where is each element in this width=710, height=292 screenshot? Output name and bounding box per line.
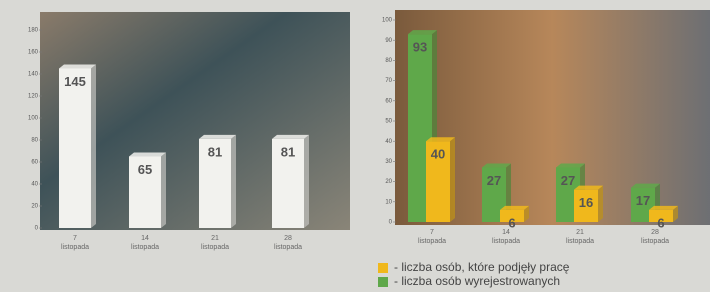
y-tick-label: 40 — [385, 139, 392, 145]
y-tick-label: 60 — [385, 98, 392, 104]
y-tick-label: 100 — [28, 116, 39, 122]
y-tick-label: 140 — [28, 72, 39, 78]
y-tick-label: 160 — [28, 50, 39, 56]
value-label: 81 — [281, 144, 295, 159]
bar-side — [231, 135, 236, 228]
bar-side — [304, 135, 309, 228]
legend-label: - liczba osób, które podjęły pracę — [394, 260, 570, 274]
value-label: 145 — [64, 74, 86, 89]
legend-swatch — [378, 263, 388, 273]
bar-top — [199, 135, 236, 139]
legend-label: - liczba osób wyrejestrowanych — [394, 274, 560, 288]
y-tick-label: 40 — [31, 182, 38, 188]
y-tick-label: 20 — [385, 179, 392, 185]
y-tick-label: 100 — [382, 18, 393, 24]
y-tick-label: 80 — [385, 58, 392, 64]
bar-top — [408, 30, 437, 34]
y-tick-label: 20 — [31, 204, 38, 210]
bar-top — [500, 206, 529, 210]
bar-top — [129, 153, 166, 157]
bar-side — [161, 153, 166, 229]
value-label: 6 — [508, 215, 515, 230]
bar-side — [598, 186, 603, 222]
y-tick-label: 0 — [389, 220, 393, 226]
value-label: 27 — [561, 173, 575, 188]
bar-side — [91, 65, 96, 229]
bar-top — [426, 137, 455, 141]
value-label: 27 — [487, 173, 501, 188]
y-tick-label: 50 — [385, 119, 392, 125]
y-tick-label: 0 — [35, 226, 39, 232]
value-label: 81 — [208, 144, 222, 159]
bar-top — [574, 186, 603, 190]
value-label: 65 — [138, 162, 152, 177]
value-label: 16 — [579, 195, 593, 210]
value-label: 6 — [657, 215, 664, 230]
chart: 0204060801001201401601807listopada14list… — [0, 0, 710, 292]
value-label: 17 — [636, 193, 650, 208]
bar-top — [272, 135, 309, 139]
y-tick-label: 180 — [28, 28, 39, 34]
y-tick-label: 120 — [28, 94, 39, 100]
y-tick-label: 90 — [385, 38, 392, 44]
y-tick-label: 80 — [31, 138, 38, 144]
y-tick-label: 70 — [385, 78, 392, 84]
bar-top — [482, 163, 511, 167]
bar-top — [556, 163, 585, 167]
y-tick-label: 10 — [385, 199, 392, 205]
value-label: 93 — [413, 40, 427, 55]
value-label: 40 — [431, 147, 445, 162]
bar-top — [631, 184, 660, 188]
bar-side — [450, 137, 455, 222]
y-tick-label: 60 — [31, 160, 38, 166]
y-tick-label: 30 — [385, 159, 392, 165]
legend-swatch — [378, 277, 388, 287]
bar-top — [649, 206, 678, 210]
bar — [59, 69, 91, 229]
bar-top — [59, 65, 96, 69]
